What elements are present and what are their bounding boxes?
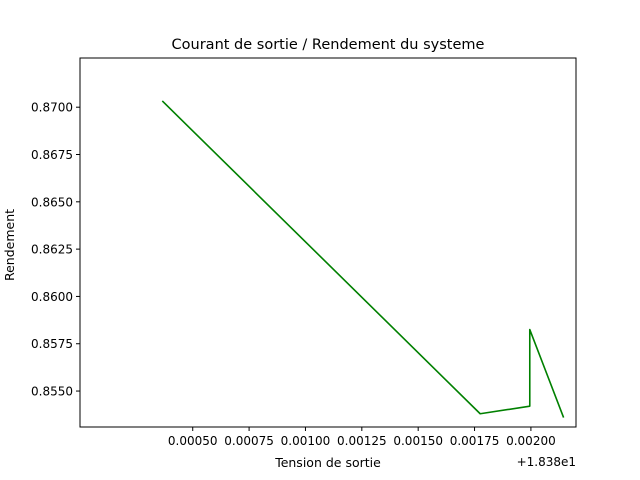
x-axis-offset-label: +1.838e1 bbox=[517, 455, 576, 469]
x-tick-label: 0.00075 bbox=[224, 434, 274, 448]
y-tick-label: 0.8600 bbox=[31, 290, 73, 304]
y-axis-label: Rendement bbox=[2, 209, 17, 281]
plot-axes: 0.00050 0.00075 0.00100 0.00125 0.00150 0.001… bbox=[31, 57, 577, 448]
plot-frame bbox=[79, 57, 577, 428]
x-tick-label: 0.00125 bbox=[337, 434, 387, 448]
x-tick-label: 0.00100 bbox=[281, 434, 331, 448]
series-line bbox=[161, 100, 565, 418]
y-tick-label: 0.8700 bbox=[31, 101, 73, 115]
y-tick-label: 0.8650 bbox=[31, 195, 73, 209]
y-tick-label: 0.8575 bbox=[31, 337, 73, 351]
chart-title: Courant de sortie / Rendement du systeme bbox=[172, 37, 485, 53]
y-tick-label: 0.8550 bbox=[31, 385, 73, 399]
x-tick-label: 0.00050 bbox=[168, 434, 218, 448]
x-tick-label: 0.00150 bbox=[393, 434, 443, 448]
x-tick-label: 0.00200 bbox=[506, 434, 556, 448]
x-tick-label: 0.00175 bbox=[450, 434, 500, 448]
y-tick-label: 0.8675 bbox=[31, 148, 73, 162]
y-tick-label: 0.8625 bbox=[31, 243, 73, 257]
x-axis-label: Tension de sortie bbox=[274, 455, 381, 470]
